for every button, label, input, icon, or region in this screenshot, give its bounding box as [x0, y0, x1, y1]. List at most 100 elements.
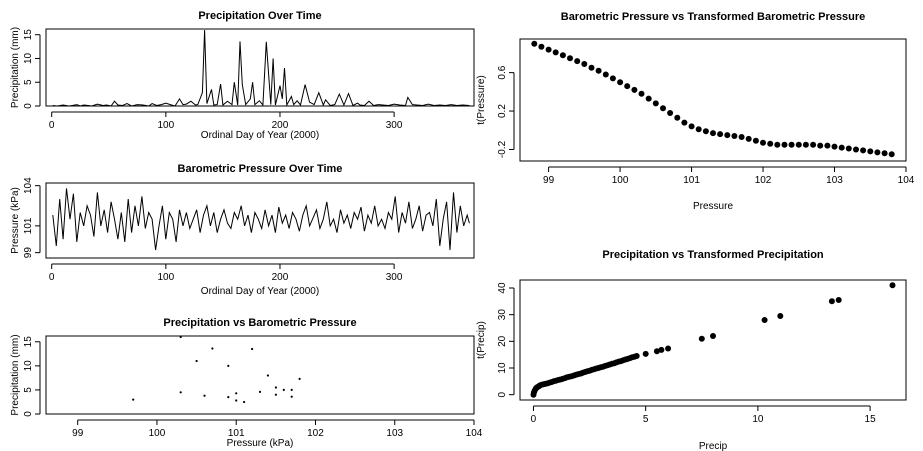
p4-x-tick-label: 99: [543, 175, 555, 186]
p4-data-point: [681, 119, 688, 126]
p4-data-point: [645, 95, 652, 102]
p4-data-point: [717, 131, 724, 138]
p2-y-tick-label: 101: [23, 217, 34, 234]
p4-data-point: [802, 141, 809, 148]
p4-y-tick-label: 0.6: [497, 65, 508, 79]
p4-data-point: [538, 43, 545, 50]
p4-data-point: [724, 132, 731, 139]
p5-panel: [509, 279, 907, 411]
p3-data-point: [243, 400, 246, 404]
p3-data-point: [290, 395, 293, 398]
p3-data-point: [258, 390, 262, 393]
p3-data-point: [179, 335, 182, 339]
p1-y-tick-label: 0: [23, 103, 34, 109]
p1-x-tick-label: 300: [386, 120, 403, 131]
p4-data-point: [559, 52, 566, 59]
p3-data-point: [298, 377, 301, 380]
p1-y-tick-label: 5: [23, 79, 34, 85]
p5-y-tick-label: 30: [497, 309, 508, 321]
p3-data-point: [179, 391, 182, 394]
p5-data-point: [889, 282, 896, 289]
p3-data-point: [132, 398, 135, 401]
p3-y-axis-label: Precipitation (mm): [10, 334, 21, 415]
p2-x-axis-label: Ordinal Day of Year (2000): [201, 286, 319, 297]
p1-x-tick-label: 0: [49, 120, 55, 131]
p5-y-tick-label: 10: [497, 362, 508, 374]
p2-y-tick-label: 104: [23, 177, 34, 194]
p3-data-point: [235, 392, 238, 395]
p2-plot-frame: [45, 182, 475, 259]
p5-data-point: [658, 346, 665, 353]
p3-x-axis-label: Pressure (kPa): [227, 438, 294, 449]
p1-x-tick-label: 100: [157, 120, 174, 131]
p4-data-point: [853, 146, 859, 153]
p3-data-point: [203, 394, 206, 397]
p2-panel: [35, 182, 475, 269]
p2-x-tick-label: 200: [272, 272, 289, 283]
p3-y-tick-label: 0: [23, 411, 34, 417]
p4-y-tick-label: 0.2: [497, 104, 508, 118]
p4-plot-frame: [519, 38, 907, 162]
p4-data-point: [702, 128, 709, 135]
p2-title: Barometric Pressure Over Time: [178, 163, 343, 175]
p4-data-point: [710, 130, 716, 137]
p3-data-point: [227, 364, 230, 367]
p1-panel: [35, 28, 475, 117]
p4-data-point: [795, 141, 802, 148]
p3-x-tick-label: 104: [466, 428, 483, 439]
p4-data-point: [824, 142, 831, 149]
p4-x-tick-label: 104: [898, 175, 915, 186]
p3-data-point: [282, 388, 285, 391]
p4-data-point: [574, 58, 581, 65]
p5-y-tick-label: 40: [497, 282, 508, 294]
p4-data-point: [531, 40, 538, 47]
p4-x-tick-label: 103: [826, 175, 843, 186]
p5-data-point: [777, 313, 784, 319]
p1-x-tick-label: 200: [272, 120, 289, 131]
p4-data-point: [774, 141, 781, 148]
p5-y-axis-label: t(Precip): [476, 321, 487, 359]
p4-title: Barometric Pressure vs Transformed Barom…: [561, 11, 865, 23]
p5-x-tick-label: 10: [752, 414, 764, 425]
p4-data-point: [781, 141, 788, 148]
p2-x-tick-label: 300: [386, 272, 403, 283]
p4-data-point: [545, 46, 552, 53]
p1-y-axis-label: Precipitation (mm): [10, 27, 21, 108]
p3-x-tick-label: 103: [386, 428, 403, 439]
p4-data-point: [652, 100, 659, 107]
p3-data-point: [274, 393, 277, 396]
p4-data-point: [609, 75, 616, 82]
p4-y-tick-label: -0.2: [497, 140, 508, 158]
p5-y-tick-label: 0: [497, 391, 508, 397]
p5-x-tick-label: 15: [865, 414, 877, 425]
p4-data-point: [745, 135, 752, 142]
p1-x-axis-label: Ordinal Day of Year (2000): [201, 130, 319, 141]
p4-y-axis-label: t(Pressure): [476, 75, 487, 124]
p4-data-point: [624, 83, 631, 90]
p4-data-point: [767, 140, 774, 147]
p4-data-point: [695, 126, 702, 133]
p5-data-point: [828, 298, 835, 305]
p4-data-point: [845, 145, 852, 152]
p5-data-point: [761, 317, 768, 323]
p3-y-tick-label: 10: [23, 360, 34, 372]
p2-y-axis-label: Pressure (kPa): [10, 187, 21, 254]
p1-title: Precipitation Over Time: [198, 10, 321, 22]
p4-data-point: [838, 144, 845, 151]
p1-y-tick-label: 10: [23, 52, 34, 64]
p5-data-point: [710, 333, 716, 339]
p4-data-point: [581, 61, 588, 67]
p4-data-point: [731, 133, 738, 139]
p4-data-point: [788, 141, 795, 148]
p5-y-tick-label: 20: [497, 335, 508, 347]
p3-title: Precipitation vs Barometric Pressure: [163, 317, 356, 329]
p5-data-point: [642, 350, 649, 357]
p5-data-point: [633, 353, 640, 359]
p5-x-axis-label: Precip: [699, 441, 728, 451]
p4-data-point: [752, 137, 759, 144]
p5-data-point: [653, 348, 660, 355]
p3-x-tick-label: 99: [72, 428, 84, 439]
p4-data-point: [860, 147, 867, 154]
p5-x-tick-label: 5: [643, 414, 649, 425]
